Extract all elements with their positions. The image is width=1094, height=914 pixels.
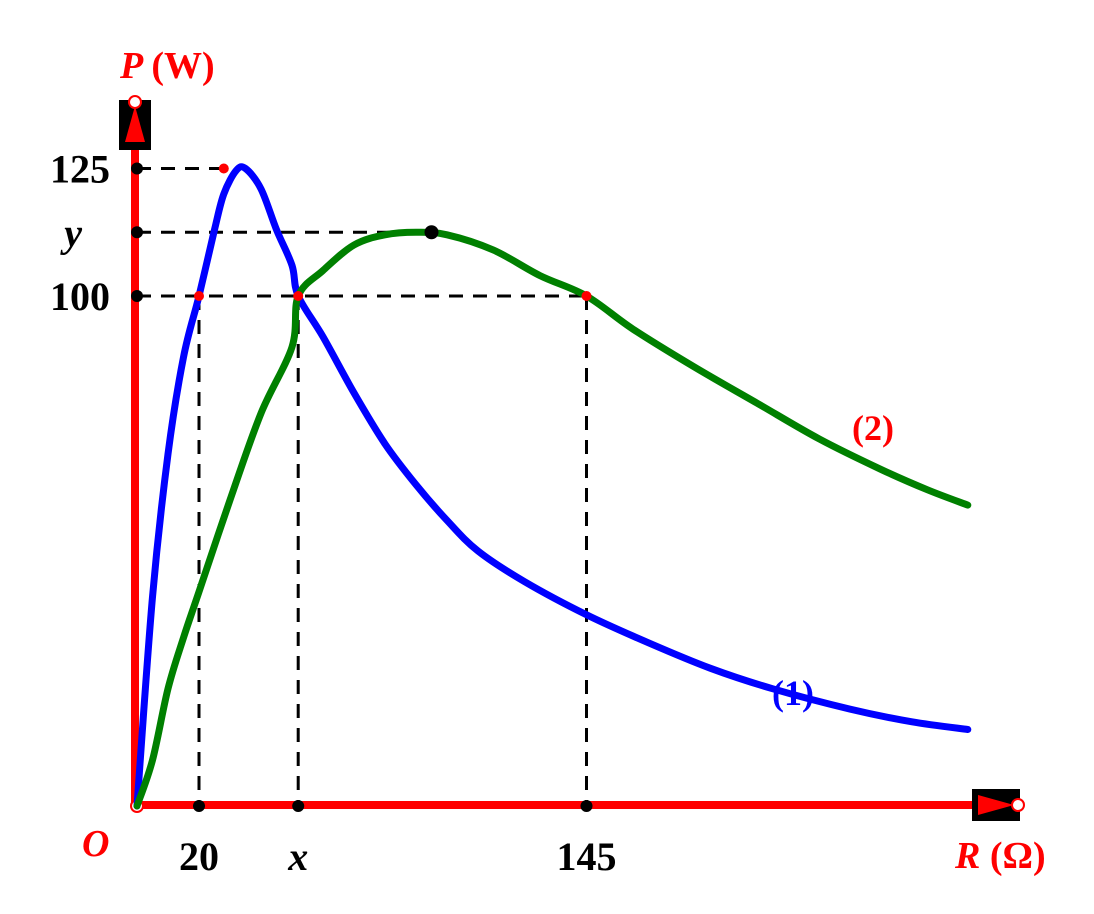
x-axis-title: R (Ω) [954, 835, 1046, 877]
x-tick-marker-0 [193, 800, 205, 812]
x-tick-label-1: x [287, 834, 308, 879]
guide-point-1 [293, 291, 304, 301]
x-axis-arrow-icon [978, 795, 1014, 815]
points [131, 162, 593, 812]
y-tick-label-1: y [60, 210, 82, 255]
y-tick-label-2: 100 [50, 274, 110, 319]
y-tick-marker-0 [131, 162, 143, 175]
y-axis-title: P (W) [119, 45, 215, 87]
series-label-2: (2) [852, 408, 894, 448]
series-line-1 [133, 163, 972, 810]
y-axis-arrow-icon [125, 106, 145, 142]
series-label-1: (1) [772, 673, 814, 713]
x-tick-marker-1 [292, 800, 305, 812]
x-axis-end-marker [1011, 798, 1025, 812]
guide-point-0 [194, 291, 204, 301]
axes [119, 95, 1025, 821]
x-tick-marker-2 [580, 800, 593, 812]
curves [133, 163, 972, 810]
x-tick-label-2: 145 [557, 834, 617, 879]
guide-point-2 [581, 291, 592, 301]
x-tick-label-0: 20 [179, 834, 219, 879]
guide-point-3 [218, 163, 229, 174]
series-line-2 [133, 228, 972, 810]
y-tick-marker-2 [131, 290, 143, 302]
y-tick-label-0: 125 [50, 147, 110, 192]
guide-point-4 [424, 225, 439, 240]
y-axis-end-marker [128, 95, 142, 109]
origin-label: O [82, 823, 109, 865]
labels: P (W) R (Ω) O 125 y 100 20 x 145 (1) (2) [50, 45, 1046, 879]
y-tick-marker-1 [131, 226, 143, 239]
